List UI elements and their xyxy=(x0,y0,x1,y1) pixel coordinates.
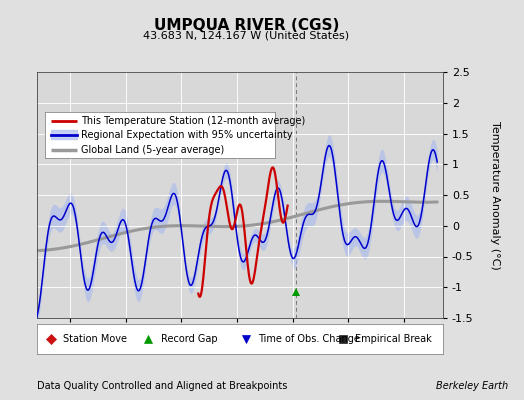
Text: Record Gap: Record Gap xyxy=(160,334,217,344)
Text: Empirical Break: Empirical Break xyxy=(355,334,432,344)
Text: Time of Obs. Change: Time of Obs. Change xyxy=(258,334,360,344)
Y-axis label: Temperature Anomaly (°C): Temperature Anomaly (°C) xyxy=(490,121,500,269)
Text: Regional Expectation with 95% uncertainty: Regional Expectation with 95% uncertaint… xyxy=(81,130,293,140)
Text: Data Quality Controlled and Aligned at Breakpoints: Data Quality Controlled and Aligned at B… xyxy=(37,381,287,391)
Text: Global Land (5-year average): Global Land (5-year average) xyxy=(81,145,225,155)
Text: 43.683 N, 124.167 W (United States): 43.683 N, 124.167 W (United States) xyxy=(143,31,350,41)
Text: This Temperature Station (12-month average): This Temperature Station (12-month avera… xyxy=(81,116,305,126)
Text: UMPQUA RIVER (CGS): UMPQUA RIVER (CGS) xyxy=(154,18,339,33)
Text: Station Move: Station Move xyxy=(63,334,127,344)
Text: Berkeley Earth: Berkeley Earth xyxy=(436,381,508,391)
